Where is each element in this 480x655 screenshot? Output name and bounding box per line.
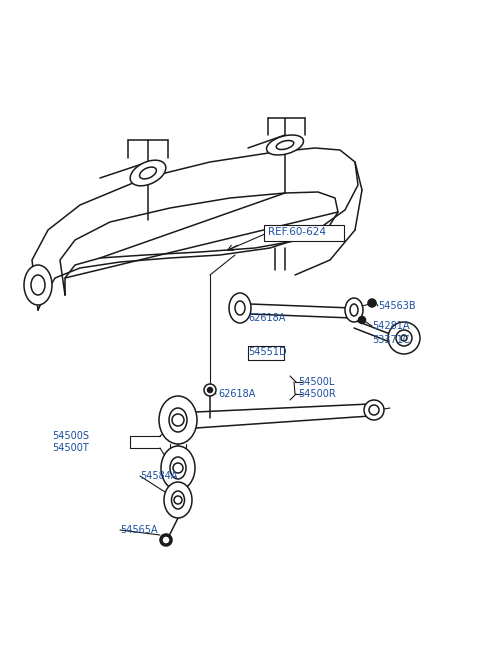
Text: 62618A: 62618A — [248, 313, 286, 323]
Ellipse shape — [276, 140, 294, 149]
Circle shape — [174, 496, 182, 504]
FancyBboxPatch shape — [264, 225, 344, 241]
Circle shape — [401, 335, 407, 341]
Text: 62618A: 62618A — [218, 389, 255, 399]
Circle shape — [368, 299, 376, 307]
Ellipse shape — [159, 396, 197, 444]
Circle shape — [160, 534, 172, 546]
Ellipse shape — [24, 265, 52, 305]
Circle shape — [173, 463, 183, 473]
Circle shape — [396, 330, 412, 346]
Ellipse shape — [161, 446, 195, 490]
Ellipse shape — [169, 408, 187, 432]
Text: 54500R: 54500R — [298, 389, 336, 399]
Ellipse shape — [140, 167, 156, 179]
Text: 54565A: 54565A — [120, 525, 157, 535]
Ellipse shape — [170, 457, 186, 479]
Ellipse shape — [164, 482, 192, 518]
Text: 54500T: 54500T — [52, 443, 89, 453]
Circle shape — [204, 384, 216, 396]
Circle shape — [207, 388, 213, 392]
Circle shape — [359, 316, 365, 324]
Text: 54500S: 54500S — [52, 431, 89, 441]
Circle shape — [172, 414, 184, 426]
Text: REF.60-624: REF.60-624 — [268, 227, 326, 237]
Text: 54563B: 54563B — [378, 301, 416, 311]
Ellipse shape — [266, 135, 303, 155]
Ellipse shape — [350, 304, 358, 316]
Text: 54281A: 54281A — [372, 321, 409, 331]
Ellipse shape — [235, 301, 245, 315]
Circle shape — [388, 322, 420, 354]
Ellipse shape — [171, 491, 184, 509]
Circle shape — [369, 405, 379, 415]
Ellipse shape — [345, 298, 363, 322]
Ellipse shape — [130, 160, 166, 186]
Circle shape — [364, 400, 384, 420]
Text: 53371C: 53371C — [372, 335, 409, 345]
Text: 54551D: 54551D — [248, 347, 287, 357]
Ellipse shape — [31, 275, 45, 295]
Circle shape — [164, 538, 168, 542]
Text: 54500L: 54500L — [298, 377, 335, 387]
Text: 54584A: 54584A — [140, 471, 178, 481]
Ellipse shape — [229, 293, 251, 323]
